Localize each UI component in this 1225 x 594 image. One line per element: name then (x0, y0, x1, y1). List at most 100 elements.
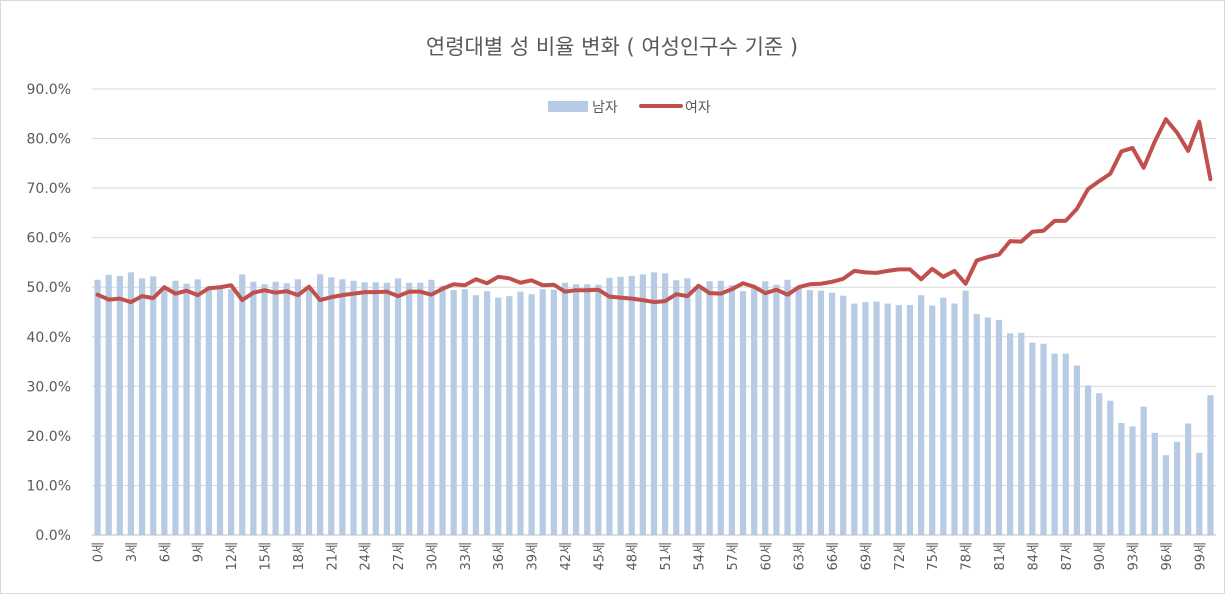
bar (1007, 333, 1014, 535)
bar (150, 276, 157, 535)
legend: 남자 여자 (548, 100, 711, 116)
bar (194, 279, 201, 535)
bar (394, 278, 402, 535)
x-tick-label: 84세 (1026, 542, 1041, 571)
bar (784, 279, 791, 535)
line-series-path (95, 117, 1213, 305)
bar (483, 291, 491, 535)
bar (1151, 432, 1158, 535)
y-tick-label: 0.0% (35, 528, 71, 544)
bar (94, 279, 101, 535)
bar (517, 291, 524, 535)
bar (539, 289, 546, 535)
bar (372, 282, 379, 535)
legend-label-bar: 남자 (592, 100, 618, 116)
y-tick-label: 50.0% (27, 280, 71, 296)
bar (862, 302, 869, 535)
y-tick-label: 90.0% (27, 82, 71, 98)
bar (550, 289, 557, 535)
x-tick-label: 96세 (1160, 542, 1175, 571)
x-tick-label: 21세 (325, 542, 340, 571)
x-tick-label: 3세 (125, 542, 140, 562)
x-tick-label: 72세 (893, 542, 908, 571)
bar (450, 290, 457, 535)
bar (1129, 426, 1136, 535)
bar (1140, 406, 1147, 535)
x-tick-label: 9세 (192, 542, 207, 562)
bar (973, 313, 980, 535)
bar (717, 280, 724, 535)
x-tick-label: 81세 (993, 542, 1008, 571)
bar (639, 274, 646, 535)
bar (350, 280, 357, 535)
y-tick-label: 40.0% (27, 330, 71, 346)
x-tick-label: 78세 (960, 542, 975, 571)
x-tick-label: 63세 (793, 542, 808, 571)
legend-swatch-bar (548, 101, 588, 112)
x-tick-label: 90세 (1093, 542, 1108, 571)
bar (472, 295, 480, 535)
bar (283, 283, 290, 535)
y-tick-label: 30.0% (27, 379, 71, 395)
bar (662, 273, 669, 535)
bar (728, 285, 736, 535)
bar (1107, 400, 1114, 535)
x-tick-label: 48세 (626, 542, 641, 571)
bar (884, 303, 891, 535)
bar (250, 281, 257, 535)
bar (1173, 441, 1181, 535)
x-tick-label: 57세 (726, 542, 741, 571)
bar (840, 295, 847, 535)
bar (339, 279, 346, 535)
bar (406, 282, 413, 535)
line-series (95, 117, 1213, 305)
bar (751, 287, 758, 535)
bar (951, 303, 958, 535)
bar (873, 301, 880, 535)
x-tick-label: 87세 (1060, 542, 1075, 571)
bar (305, 287, 313, 535)
x-tick-label: 69세 (859, 542, 874, 571)
bar (695, 288, 702, 535)
bar (806, 290, 813, 535)
x-tick-label: 24세 (359, 542, 374, 571)
x-tick-label: 39세 (526, 542, 541, 571)
bar (906, 305, 914, 535)
x-tick-label: 51세 (659, 542, 674, 571)
bar (762, 281, 769, 535)
bar (138, 278, 146, 535)
x-tick-label: 15세 (258, 542, 273, 571)
bar (739, 291, 747, 535)
chart-title: 연령대별 성 비율 변화 ( 여성인구수 기준 ) (426, 35, 798, 59)
bar (650, 272, 658, 535)
bar (361, 282, 368, 535)
x-tick-label: 30세 (425, 542, 440, 571)
bar (1207, 395, 1214, 535)
x-tick-label: 75세 (926, 542, 941, 571)
bar (561, 282, 569, 535)
bar (684, 278, 691, 535)
bar-series (94, 272, 1214, 535)
x-tick-label: 66세 (826, 542, 841, 571)
bar (917, 295, 925, 535)
bar (706, 281, 713, 535)
bar (595, 284, 602, 535)
bar (929, 305, 936, 535)
bar (1018, 332, 1025, 535)
bar (417, 282, 424, 535)
bar (817, 290, 825, 535)
x-tick-label: 6세 (158, 542, 173, 562)
x-tick-label: 27세 (392, 542, 407, 571)
bar (439, 285, 446, 535)
y-tick-label: 10.0% (27, 478, 71, 494)
bar (317, 274, 324, 535)
bar (161, 287, 168, 535)
bar (172, 280, 179, 535)
bar (183, 283, 190, 535)
bar (1084, 385, 1092, 535)
x-tick-label: 12세 (225, 542, 240, 571)
bar (1096, 393, 1103, 535)
x-tick-label: 36세 (492, 542, 507, 571)
bar (205, 286, 212, 535)
y-tick-label: 60.0% (27, 231, 71, 247)
